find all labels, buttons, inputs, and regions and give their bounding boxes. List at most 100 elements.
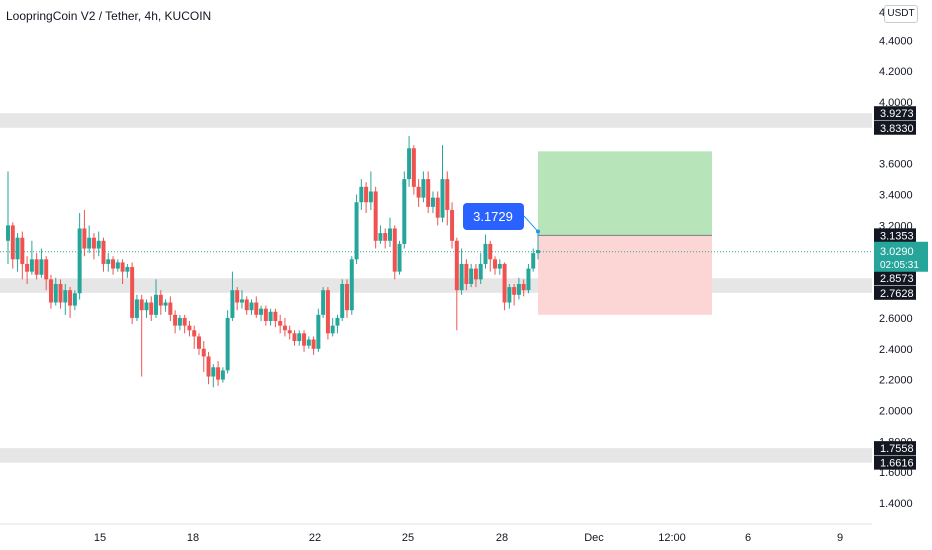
candle-body <box>158 294 163 306</box>
candle-body <box>340 283 345 318</box>
candle-body <box>397 243 402 272</box>
time-axis-tick-label: 9 <box>837 532 843 544</box>
support-resistance-zone <box>0 448 872 463</box>
candle-body <box>63 290 68 303</box>
stop-loss-zone[interactable] <box>538 235 712 315</box>
price-axis-tick-label: 4.4000 <box>879 35 913 47</box>
candle-body <box>134 299 139 318</box>
candle-body <box>96 240 101 249</box>
candle-body <box>502 263 507 303</box>
candle-body <box>29 259 34 272</box>
candle-body <box>82 228 87 249</box>
time-axis-tick-label: 12:00 <box>658 532 686 544</box>
candle-body <box>536 250 540 254</box>
candle-body <box>478 263 483 280</box>
zone-price-tag-label: 2.8573 <box>880 273 914 285</box>
candle-body <box>368 191 373 203</box>
candle-body <box>177 317 182 326</box>
candle-body <box>516 283 521 295</box>
time-axis-tick-label: Dec <box>584 532 604 544</box>
price-axis-tick-label: 3.6000 <box>879 159 913 171</box>
candle-body <box>168 302 173 315</box>
candle-body <box>297 333 302 342</box>
candle-body <box>292 333 297 342</box>
candle-body <box>196 336 201 349</box>
candle-body <box>34 259 39 275</box>
time-axis-tick-label: 25 <box>402 532 414 544</box>
zone-price-tag <box>874 441 916 456</box>
candle-body <box>187 325 192 331</box>
zone-price-tag <box>874 271 916 286</box>
candle-body <box>330 325 335 334</box>
entry-price-tag <box>874 228 916 243</box>
candle-body <box>10 225 15 260</box>
candle-body <box>287 330 292 334</box>
zone-price-tag <box>874 455 916 470</box>
candle-body <box>445 179 450 210</box>
candle-body <box>483 243 488 264</box>
symbol-title: LoopringCoin V2 / Tether, 4h, KUCOIN <box>6 9 212 23</box>
candle-body <box>254 302 259 315</box>
price-axis-tick-label: 2.2000 <box>879 375 913 387</box>
candle-body <box>392 228 397 272</box>
candle-body <box>68 290 73 306</box>
candle-body <box>383 233 388 241</box>
candle-body <box>450 209 455 241</box>
candle-body <box>263 308 268 322</box>
candle-body <box>259 308 264 315</box>
candle-countdown-label: 02:05:31 <box>880 260 919 271</box>
time-axis-tick-label: 15 <box>94 532 106 544</box>
time-axis-tick-label: 6 <box>745 532 751 544</box>
candle-body <box>402 179 407 244</box>
zone-price-tag-label: 3.8330 <box>880 123 914 135</box>
candle-body <box>512 287 517 295</box>
candle-body <box>464 263 469 284</box>
profit-target-zone[interactable] <box>538 151 712 236</box>
currency-button[interactable]: USDT <box>884 5 918 23</box>
candle-body <box>282 325 287 331</box>
candle-body <box>435 197 440 218</box>
candle-body <box>440 179 445 218</box>
entry-price-tag-label: 3.1353 <box>880 230 914 242</box>
zone-price-tag <box>874 120 916 135</box>
candle-body <box>39 259 44 275</box>
candle-body <box>206 356 211 377</box>
price-callout-label: 3.1729 <box>473 209 513 224</box>
candle-body <box>488 243 493 260</box>
candle-body <box>316 314 321 349</box>
candle-body <box>454 240 459 291</box>
candle-body <box>311 339 316 349</box>
time-axis-tick-label: 28 <box>496 532 508 544</box>
candle-body <box>507 287 512 303</box>
support-resistance-zone <box>0 113 872 128</box>
zone-price-tag-label: 1.6616 <box>880 458 914 470</box>
candle-body <box>115 262 120 269</box>
candle-body <box>273 311 278 322</box>
candle-body <box>235 290 240 303</box>
zone-price-tag <box>874 106 916 121</box>
candle-body <box>378 233 383 241</box>
candle-body <box>211 367 216 377</box>
candle-body <box>321 290 326 315</box>
candle-body <box>6 225 10 241</box>
candle-body <box>225 317 230 371</box>
candle-body <box>335 317 340 326</box>
candle-body <box>220 370 225 380</box>
candle-body <box>182 317 187 326</box>
callout-leader <box>523 215 539 232</box>
price-callout[interactable] <box>463 203 524 230</box>
zone-price-tag-label: 2.7628 <box>880 288 914 300</box>
candle-body <box>192 330 197 337</box>
candle-body <box>216 367 221 380</box>
candle-body <box>87 237 92 249</box>
candle-body <box>387 228 392 241</box>
candle-body <box>359 186 364 203</box>
candle-body <box>531 253 536 269</box>
price-axis-tick-label: 2.6000 <box>879 313 913 325</box>
candle-body <box>421 179 426 198</box>
candle-body <box>201 348 206 357</box>
candle-body <box>48 279 53 303</box>
candle-body <box>144 302 149 311</box>
candle-body <box>473 268 478 280</box>
